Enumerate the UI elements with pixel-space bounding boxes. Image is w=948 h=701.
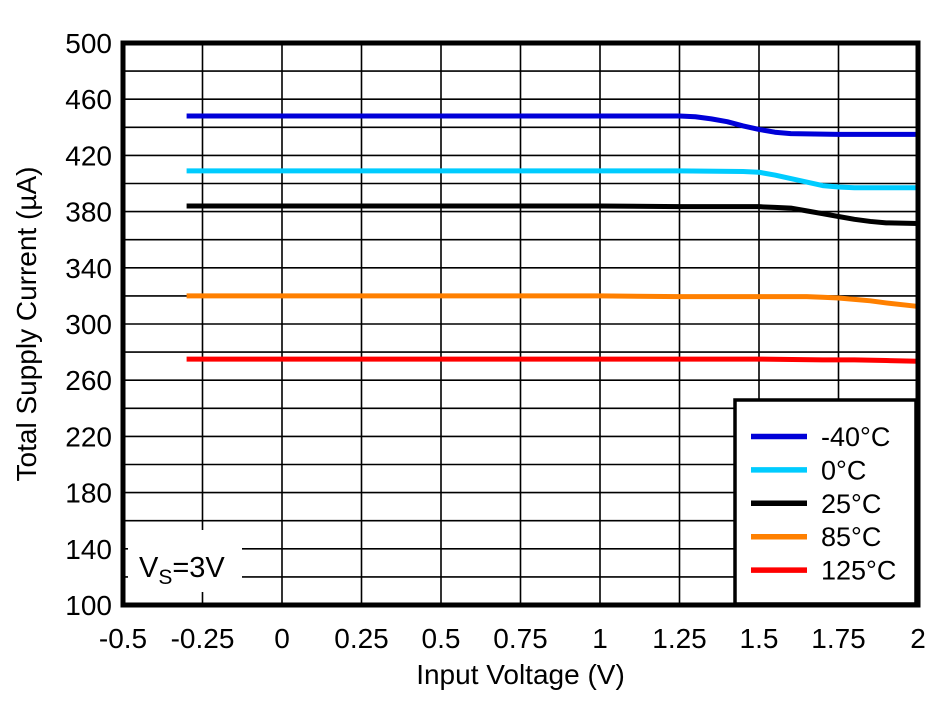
vs-annotation-main: V (139, 552, 159, 584)
legend-label: 25°C (821, 489, 881, 519)
y-tick-label: 260 (65, 365, 112, 396)
plot-frame (120, 40, 921, 608)
vs-annotation: VS=3V (137, 552, 231, 589)
y-axis-title: Total Supply Current (µA) (11, 166, 42, 482)
x-tick-label: 1.5 (740, 623, 779, 654)
series-line-85C (186, 293, 919, 309)
y-tick-label: 500 (65, 28, 112, 59)
y-tick-label: 460 (65, 84, 112, 115)
legend-label: 85°C (821, 522, 881, 552)
x-tick-label: -0.5 (99, 623, 147, 654)
series-line-0C (186, 168, 918, 191)
x-tick-label: 1.25 (652, 623, 707, 654)
y-tick-label: 380 (65, 197, 112, 228)
y-tick-label: 220 (65, 421, 112, 452)
x-tick-label: 0.75 (493, 623, 548, 654)
y-tick-label: 100 (65, 590, 112, 621)
y-tick-label: 300 (65, 309, 112, 340)
x-tick-label: 0.25 (334, 623, 389, 654)
x-tick-label: 1.75 (811, 623, 866, 654)
x-tick-label: 0 (274, 623, 290, 654)
x-axis-title: Input Voltage (V) (416, 659, 625, 690)
vs-annotation-sub: S (158, 565, 173, 589)
y-tick-label: 420 (65, 140, 112, 171)
vs-annotation-rest: =3V (172, 552, 225, 584)
y-tick-label: 180 (65, 478, 112, 509)
series-line-25C (186, 203, 919, 227)
y-tick-label: 340 (65, 253, 112, 284)
series-line--40C (186, 113, 918, 137)
y-tick-label: 140 (65, 534, 112, 565)
x-tick-label: -0.25 (171, 623, 235, 654)
series-line-125C (186, 356, 919, 364)
x-tick-label: 1 (592, 623, 608, 654)
legend-label: 0°C (821, 455, 866, 485)
legend-label: 125°C (821, 556, 896, 586)
legend-label: -40°C (821, 422, 890, 452)
x-tick-label: 2 (910, 623, 926, 654)
x-tick-label: 0.5 (422, 623, 461, 654)
